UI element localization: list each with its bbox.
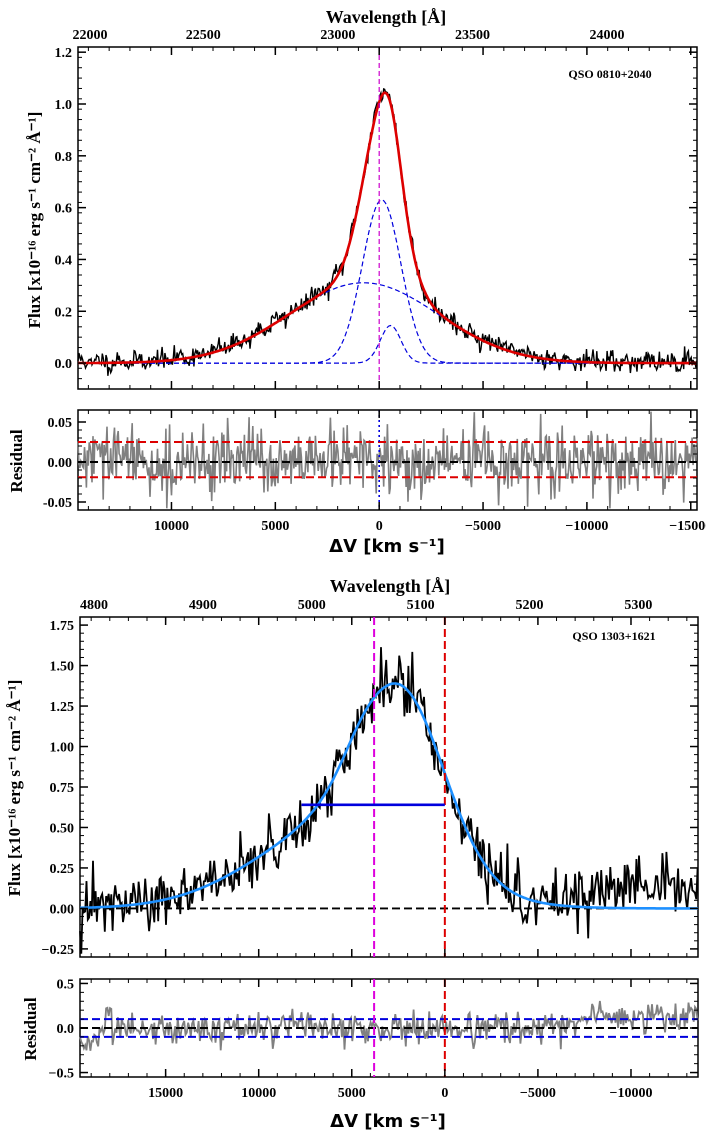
- y-tick-label: −0.5: [49, 1067, 74, 1082]
- data-line: [77, 88, 698, 376]
- top-resid-ticks: -0.05 0.00 0.05 10000 5000 0 −5000 −10000 −15000: [43, 410, 706, 534]
- bottom-wavelength-title-1: Wavelength [Å]: [330, 576, 451, 596]
- gaussian-component-1: [78, 199, 697, 364]
- x-tick-label: 10000: [154, 519, 189, 534]
- gaussian-component-2: [78, 282, 697, 364]
- y-tick-label: 0.00: [50, 902, 75, 917]
- gaussian-component-3: [78, 324, 697, 364]
- bottom-dv-title: ΔV [km s⁻¹]: [330, 1111, 446, 1132]
- bottom-main-ticks: −0.25 0.00 0.25 0.50 0.75 1.00 1.25 1.50 1.75 480…: [42, 598, 698, 958]
- y-tick-label: 0.6: [55, 202, 73, 217]
- y-tick-label: 0.2: [55, 305, 73, 320]
- y-tick-label: 1.75: [50, 619, 75, 634]
- top-wavelength-title-1: Wavelength [Å]: [326, 7, 447, 27]
- x-tick-label: 10000: [241, 1086, 276, 1101]
- y-tick-label: 1.00: [50, 741, 75, 756]
- bottom-resid-ticks: −0.5 0.0 0.5 15000 10000 5000 0 −5000 −10000: [49, 977, 698, 1101]
- top-figure: Wavelength [Å] 0.0 0.2 0.4 0.6 0.8 1.0 1.22200…: [7, 7, 706, 557]
- y-tick-label: 0.0: [57, 1022, 75, 1037]
- top-main-curves: [77, 47, 698, 389]
- y-tick-label: −0.25: [42, 943, 74, 958]
- top-wavelength-tick: 22500: [186, 28, 221, 43]
- top-wavelength-tick: 4800: [80, 598, 108, 613]
- y-tick-label: 0.05: [48, 416, 73, 431]
- bottom-resid-ylabel: Residual: [21, 997, 40, 1061]
- y-tick-label: 0.0: [55, 357, 73, 372]
- y-tick-label: 0.50: [50, 821, 75, 836]
- bottom-resid-frame: [79, 978, 699, 1078]
- y-tick-label: 0.75: [50, 781, 75, 796]
- x-tick-label: 5000: [261, 519, 289, 534]
- bottom-resid-curves: [79, 979, 699, 1077]
- x-tick-label: −10000: [609, 1086, 652, 1101]
- x-tick-label: 0: [441, 1086, 448, 1101]
- top-main-ylabel: Flux [x10⁻¹⁶ erg s⁻¹ cm⁻² Å⁻¹]: [25, 112, 44, 329]
- x-tick-label: −5000: [520, 1086, 556, 1101]
- bottom-figure: Wavelength [Å] −0.250.000.250.500.751.00…: [5, 576, 699, 1132]
- bottom-main-ylabel: Flux [x10⁻¹⁶ erg s⁻¹ cm⁻² Å⁻¹]: [5, 680, 24, 897]
- y-tick-label: 1.25: [50, 700, 75, 715]
- top-wavelength-tick: 5300: [624, 598, 652, 613]
- top-main-annotation: QSO 0810+2040: [568, 67, 651, 81]
- y-tick-label: 0.00: [48, 456, 73, 471]
- y-tick-label: 1.0: [55, 98, 73, 113]
- x-tick-label: 5000: [338, 1086, 366, 1101]
- y-tick-label: -0.05: [43, 496, 72, 511]
- y-tick-label: 1.2: [55, 46, 73, 61]
- y-tick-label: 0.5: [57, 977, 75, 992]
- x-tick-label: 15000: [148, 1086, 183, 1101]
- data-line: [79, 647, 699, 954]
- top-wavelength-tick: 22000: [73, 28, 108, 43]
- y-tick-label: 1.50: [50, 660, 75, 675]
- residual-line: [79, 1000, 699, 1051]
- x-tick-label: 0: [376, 519, 383, 534]
- top-wavelength-tick: 5200: [516, 598, 544, 613]
- top-wavelength-tick: 23500: [455, 28, 490, 43]
- x-tick-label: −5000: [465, 519, 501, 534]
- bottom-main-axes: −0.25 0.00 0.25 0.50 0.75 1.00 1.25 1.50 1.75 480…: [5, 598, 699, 958]
- top-wavelength-tick: 5100: [407, 598, 435, 613]
- residual-line: [77, 411, 698, 509]
- y-tick-label: 0.8: [55, 150, 73, 165]
- y-tick-label: 0.25: [50, 862, 75, 877]
- bottom-resid-axes: −0.5 0.0 0.5 15000 10000 5000 0 −5000 −10000 Res…: [21, 977, 699, 1101]
- bottom-main-annotation: QSO 1303+1621: [572, 629, 655, 643]
- top-resid-curves: [77, 410, 698, 510]
- fit-line: [80, 682, 698, 910]
- top-wavelength-tick: 5000: [298, 598, 326, 613]
- total-fit-line: [78, 91, 697, 365]
- x-tick-label: −10000: [565, 519, 608, 534]
- x-tick-label: −15000: [669, 519, 706, 534]
- top-wavelength-tick: 4900: [189, 598, 217, 613]
- top-resid-axes: -0.05 0.00 0.05 10000 5000 0 −5000 −10000 −15000…: [7, 409, 706, 534]
- bottom-main-curves: [79, 617, 699, 957]
- top-wavelength-tick: 23000: [320, 28, 355, 43]
- top-wavelength-tick: 24000: [590, 28, 625, 43]
- top-main-frame: [77, 46, 698, 390]
- y-tick-label: 0.4: [55, 253, 73, 268]
- top-dv-title: ΔV [km s⁻¹]: [329, 536, 445, 557]
- top-resid-ylabel: Residual: [7, 429, 26, 493]
